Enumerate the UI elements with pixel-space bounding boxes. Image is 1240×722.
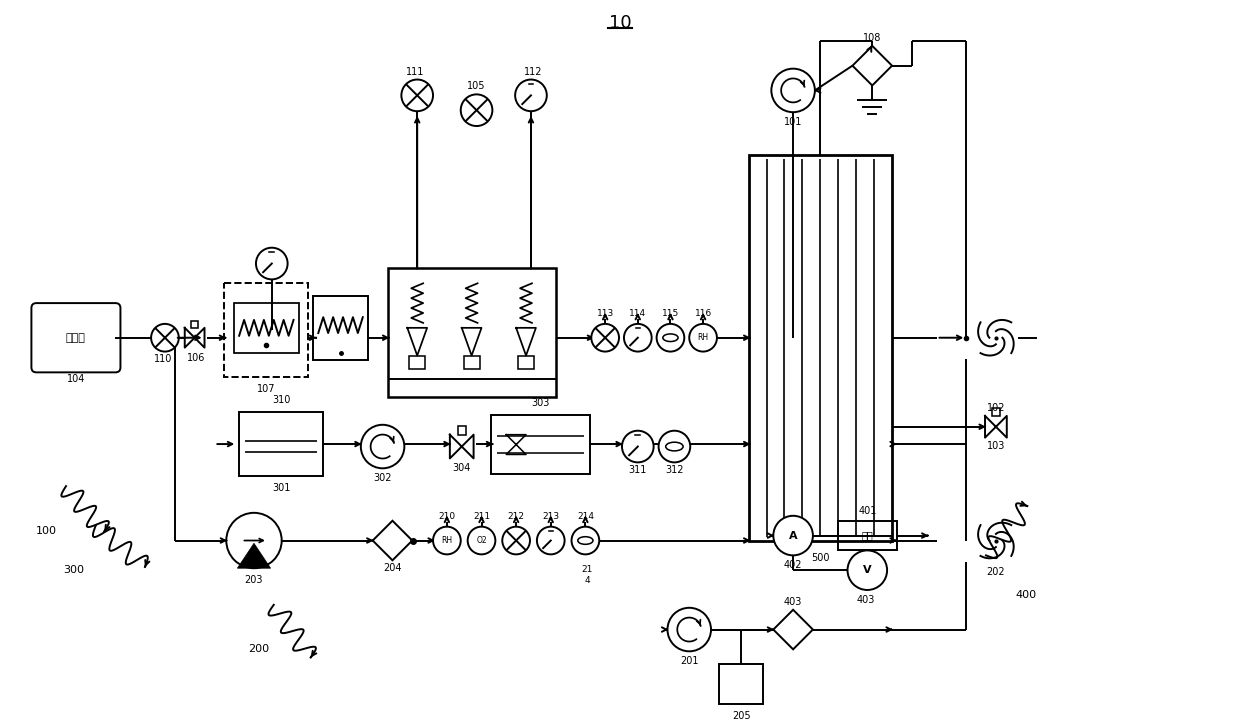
Bar — [719, 664, 764, 704]
Circle shape — [624, 324, 652, 352]
Text: 204: 204 — [383, 563, 402, 573]
Bar — [491, 415, 590, 474]
Text: 10: 10 — [609, 14, 631, 32]
Circle shape — [461, 95, 492, 126]
Circle shape — [151, 324, 179, 352]
Text: 116: 116 — [694, 309, 712, 318]
Circle shape — [622, 431, 653, 462]
Text: 202: 202 — [987, 567, 1006, 577]
Circle shape — [689, 324, 717, 352]
Circle shape — [467, 526, 495, 554]
Text: 105: 105 — [467, 82, 486, 92]
Text: 311: 311 — [629, 465, 647, 475]
Bar — [314, 296, 368, 360]
Text: 108: 108 — [863, 33, 882, 43]
Text: 301: 301 — [272, 483, 290, 493]
Bar — [838, 521, 897, 550]
Text: 106: 106 — [187, 352, 206, 362]
Bar — [458, 427, 466, 435]
Polygon shape — [852, 46, 892, 85]
Text: 401: 401 — [858, 506, 877, 516]
Circle shape — [657, 324, 684, 352]
Text: 402: 402 — [784, 560, 802, 570]
Text: RH: RH — [441, 536, 453, 545]
Circle shape — [771, 69, 815, 112]
Text: 312: 312 — [665, 465, 683, 475]
Text: 110: 110 — [154, 355, 172, 365]
Text: 210: 210 — [438, 512, 455, 521]
Circle shape — [658, 431, 691, 462]
Text: 303: 303 — [532, 398, 551, 408]
Text: 205: 205 — [732, 710, 750, 721]
Text: 100: 100 — [36, 526, 57, 536]
Text: A: A — [789, 531, 797, 541]
Text: V: V — [863, 565, 872, 575]
Bar — [409, 355, 425, 370]
Text: 负载: 负载 — [862, 531, 873, 541]
Text: 21
4: 21 4 — [582, 565, 593, 585]
Text: 114: 114 — [629, 309, 646, 318]
Text: 115: 115 — [662, 309, 680, 318]
Text: 104: 104 — [67, 374, 86, 384]
Text: 302: 302 — [373, 473, 392, 483]
Text: 203: 203 — [244, 575, 263, 585]
Polygon shape — [373, 521, 412, 560]
Text: 111: 111 — [405, 66, 424, 77]
Text: 101: 101 — [784, 117, 802, 127]
Text: 氢气瓶: 氢气瓶 — [66, 333, 86, 343]
Text: RH: RH — [698, 334, 708, 342]
Circle shape — [515, 79, 547, 111]
Bar — [992, 408, 999, 416]
Bar — [224, 283, 309, 378]
Circle shape — [847, 550, 887, 590]
Text: 112: 112 — [523, 66, 542, 77]
Bar — [749, 155, 892, 541]
Text: 201: 201 — [680, 656, 698, 666]
Circle shape — [774, 516, 813, 555]
Text: 403: 403 — [784, 597, 802, 607]
Bar — [388, 269, 556, 397]
Text: 403: 403 — [856, 595, 874, 605]
Circle shape — [667, 608, 711, 651]
Circle shape — [226, 513, 281, 568]
Text: 102: 102 — [987, 403, 1006, 413]
Text: 310: 310 — [272, 395, 290, 405]
Text: O2: O2 — [476, 536, 487, 545]
Text: 212: 212 — [507, 512, 525, 521]
Text: 500: 500 — [811, 553, 830, 563]
Text: 113: 113 — [596, 309, 614, 318]
Circle shape — [572, 526, 599, 554]
Circle shape — [433, 526, 461, 554]
Text: 213: 213 — [542, 512, 559, 521]
Bar — [239, 412, 324, 477]
Text: 304: 304 — [453, 464, 471, 474]
Polygon shape — [237, 543, 270, 568]
Circle shape — [402, 79, 433, 111]
Circle shape — [591, 324, 619, 352]
Circle shape — [255, 248, 288, 279]
Bar — [464, 355, 480, 370]
Text: 103: 103 — [987, 440, 1006, 451]
Text: 107: 107 — [257, 384, 275, 394]
Circle shape — [537, 526, 564, 554]
Text: 400: 400 — [1016, 590, 1037, 600]
Text: 300: 300 — [63, 565, 84, 575]
Bar — [234, 303, 299, 352]
Text: 214: 214 — [577, 512, 594, 521]
Text: 211: 211 — [472, 512, 490, 521]
Circle shape — [502, 526, 529, 554]
Bar — [191, 321, 198, 328]
Circle shape — [361, 425, 404, 469]
Polygon shape — [774, 610, 813, 649]
Bar — [518, 355, 534, 370]
Text: 200: 200 — [248, 644, 269, 654]
